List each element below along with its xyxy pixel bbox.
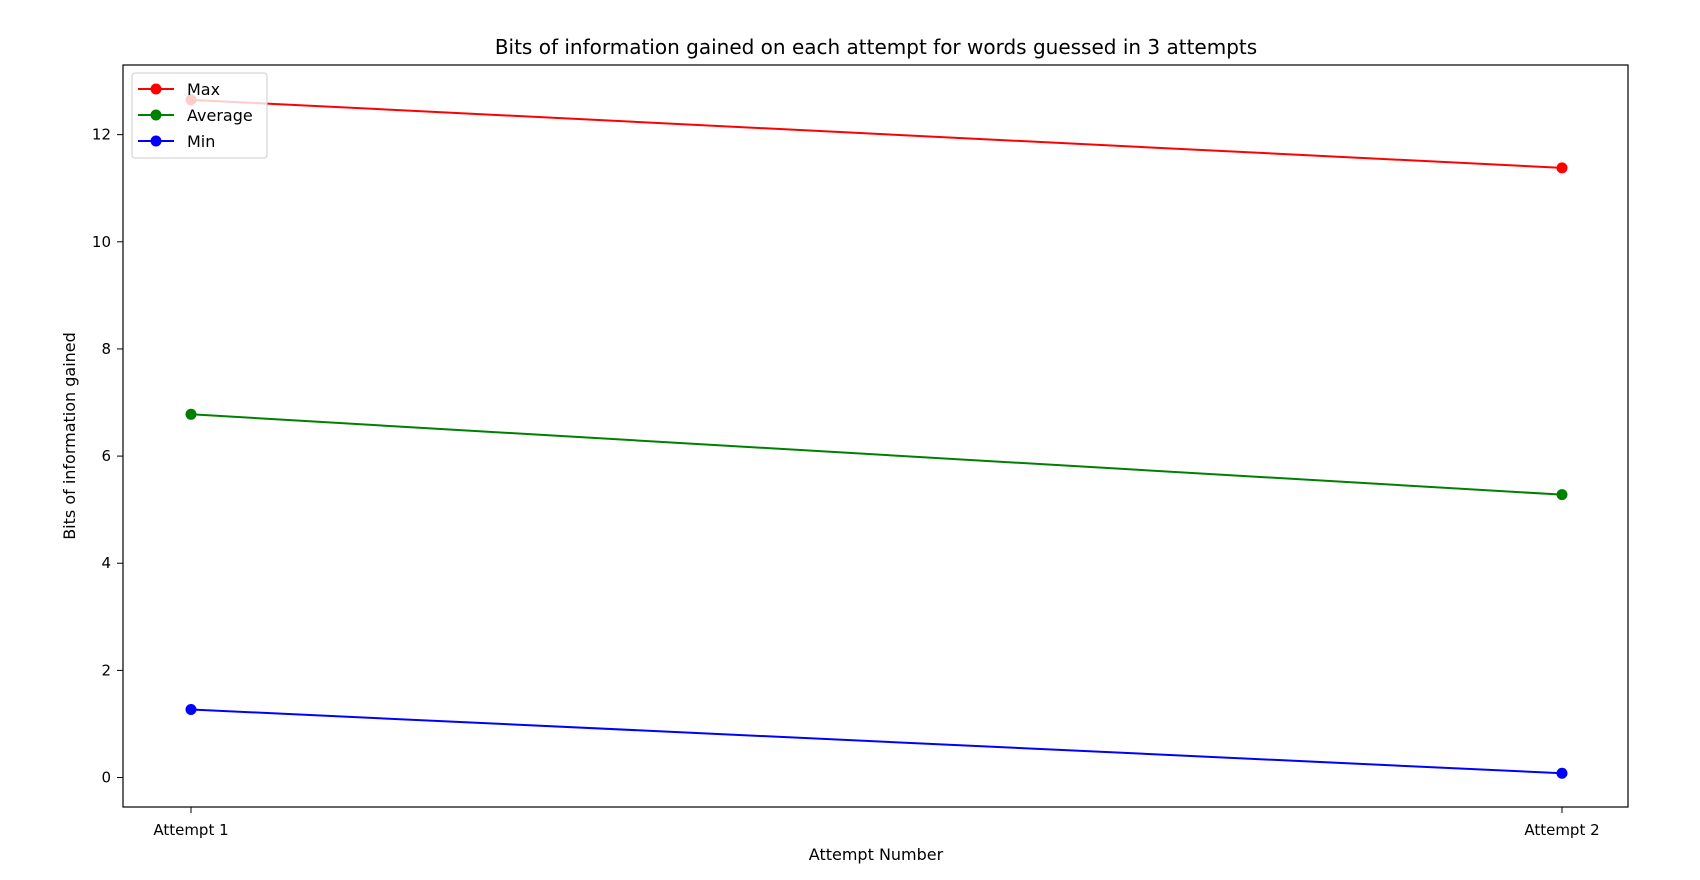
data-point-min (1556, 767, 1568, 779)
data-point-average (1556, 489, 1568, 501)
legend-label-min: Min (187, 132, 215, 151)
series-line-max (190, 98, 1563, 169)
series-line-average (190, 413, 1563, 496)
data-point-max (1556, 162, 1568, 174)
legend-marker-max (150, 83, 162, 95)
x-axis-ticks: Attempt 1 Attempt 2 (153, 807, 1600, 839)
chart-title: Bits of information gained on each attem… (495, 35, 1257, 59)
y-tick-label: 6 (101, 447, 111, 465)
legend: Max Average Min (131, 72, 268, 159)
x-axis-label: Attempt Number (809, 845, 944, 864)
y-tick-label: 4 (101, 554, 111, 572)
y-tick-label: 8 (101, 340, 111, 358)
plot-area-frame (122, 64, 1629, 808)
x-tick-label: Attempt 1 (153, 821, 228, 839)
y-tick-label: 2 (101, 661, 111, 679)
y-tick-label: 12 (92, 126, 111, 144)
data-point-min (185, 703, 197, 715)
data-point-average (185, 408, 197, 420)
legend-label-average: Average (187, 106, 253, 125)
series-line-min (190, 708, 1563, 775)
y-tick-label: 10 (92, 233, 111, 251)
y-tick-label: 0 (101, 769, 111, 787)
legend-marker-min (150, 135, 162, 147)
legend-box (131, 72, 268, 159)
y-axis-ticks: 0 2 4 6 8 10 12 (92, 126, 123, 787)
legend-marker-average (150, 109, 162, 121)
legend-label-max: Max (187, 80, 220, 99)
y-axis-label: Bits of information gained (60, 332, 79, 540)
x-tick-label: Attempt 2 (1524, 821, 1599, 839)
